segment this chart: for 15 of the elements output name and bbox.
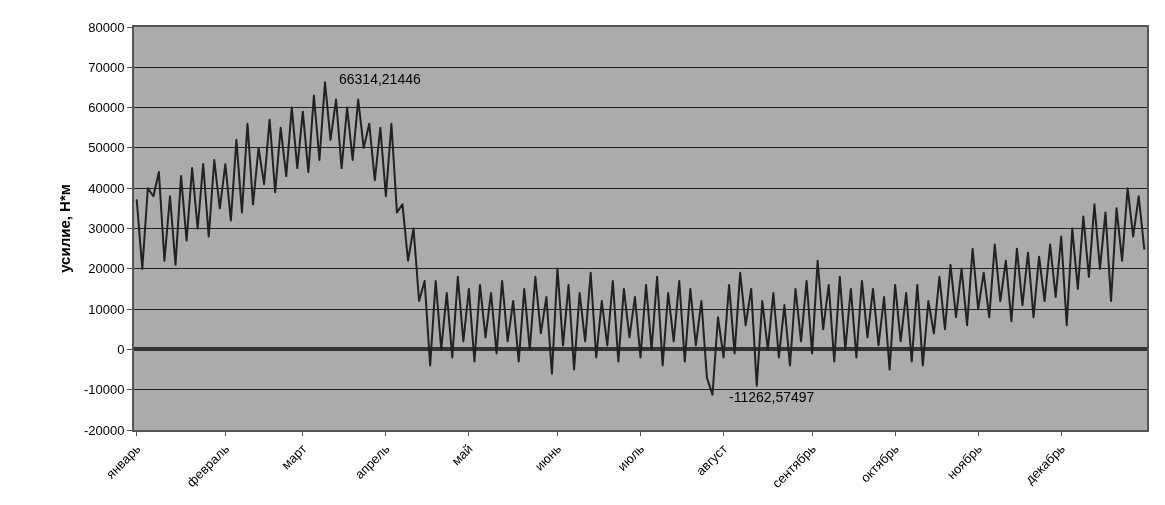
y-tick-label: 70000: [88, 59, 125, 75]
x-tick-label: май: [448, 441, 476, 469]
y-tick-label: 0: [117, 341, 125, 357]
y-tick-label: 80000: [88, 19, 125, 35]
y-tick-label: 50000: [88, 140, 125, 156]
y-tick-label: 10000: [88, 301, 125, 317]
y-axis-title: усилие, Н*м: [55, 184, 73, 273]
annotation: 66314,21446: [339, 71, 421, 87]
y-tick-label: 60000: [88, 100, 125, 116]
annotation: -11262,57497: [729, 389, 815, 405]
y-tick-label: 40000: [88, 180, 125, 196]
y-tick-label: 20000: [88, 261, 125, 277]
y-tick-label: 30000: [88, 221, 125, 237]
y-tick-label: -20000: [83, 422, 125, 438]
y-tick-label: -10000: [83, 382, 125, 398]
